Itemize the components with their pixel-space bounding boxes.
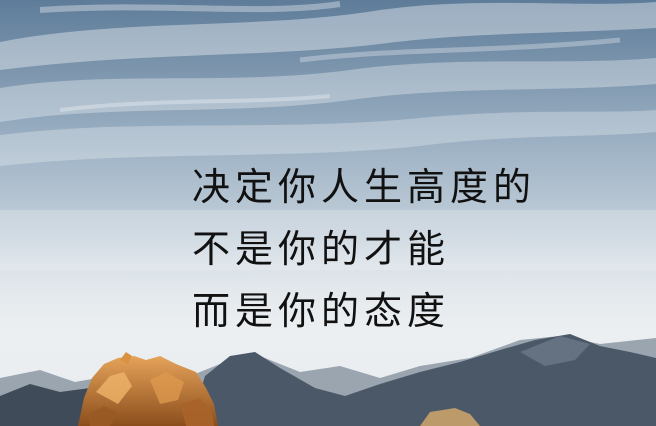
quote-line-3: 而是你的态度 bbox=[192, 289, 451, 333]
quote-line-1: 决定你人生高度的 bbox=[192, 165, 537, 209]
quote-text: 决定你人生高度的 不是你的才能 而是你的态度 bbox=[192, 156, 536, 342]
rock-peak bbox=[78, 352, 218, 426]
quote-line-2: 不是你的才能 bbox=[192, 227, 451, 271]
